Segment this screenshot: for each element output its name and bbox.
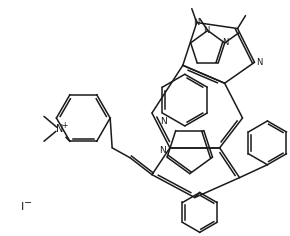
Text: N: N <box>56 124 64 134</box>
Text: +: + <box>62 121 68 130</box>
Text: N: N <box>193 18 200 27</box>
Text: N: N <box>159 146 166 155</box>
Text: N: N <box>161 118 167 126</box>
Text: −: − <box>23 198 32 208</box>
Text: I: I <box>21 202 24 212</box>
Text: N: N <box>204 26 210 35</box>
Text: N: N <box>256 58 263 67</box>
Text: N: N <box>222 38 229 47</box>
